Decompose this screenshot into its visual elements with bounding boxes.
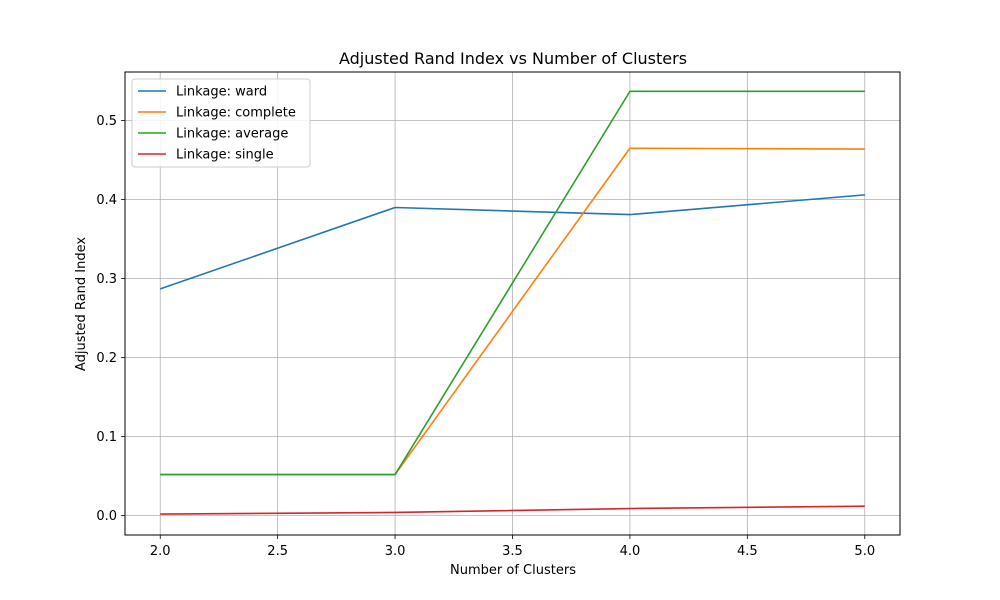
x-axis-label: Number of Clusters — [450, 563, 576, 578]
legend-label-3: Linkage: single — [176, 148, 274, 163]
x-tick-label: 2.5 — [267, 544, 288, 559]
x-tick-label: 3.0 — [385, 544, 406, 559]
y-tick-label: 0.3 — [96, 272, 117, 287]
x-axis-ticks: 2.0 2.5 3.0 3.5 4.0 4.5 5.0 — [150, 535, 875, 559]
x-tick-label: 4.0 — [620, 544, 641, 559]
y-tick-label: 0.0 — [96, 509, 117, 524]
legend-box — [131, 78, 311, 168]
legend-label-0: Linkage: ward — [176, 85, 267, 100]
x-tick-label: 5.0 — [854, 544, 875, 559]
series-lines — [159, 90, 865, 515]
y-axis-ticks: 0.0 0.1 0.2 0.3 0.4 0.5 — [96, 114, 125, 524]
legend: Linkage: ward Linkage: complete Linkage: a… — [131, 78, 311, 168]
series-line-2 — [160, 90, 865, 476]
y-tick-label: 0.5 — [96, 114, 117, 129]
y-tick-label: 0.4 — [96, 193, 117, 208]
x-tick-label: 2.0 — [150, 544, 171, 559]
y-tick-label: 0.1 — [96, 430, 117, 445]
legend-label-2: Linkage: average — [176, 127, 288, 142]
y-tick-label: 0.2 — [96, 351, 117, 366]
series-line-3 — [160, 505, 865, 515]
y-axis-label: Adjusted Rand Index — [74, 237, 89, 371]
series-line-0 — [159, 194, 865, 290]
x-tick-label: 4.5 — [737, 544, 758, 559]
legend-label-1: Linkage: complete — [176, 106, 296, 121]
chart-title: Adjusted Rand Index vs Number of Cluster… — [339, 49, 687, 68]
x-tick-label: 3.5 — [502, 544, 523, 559]
